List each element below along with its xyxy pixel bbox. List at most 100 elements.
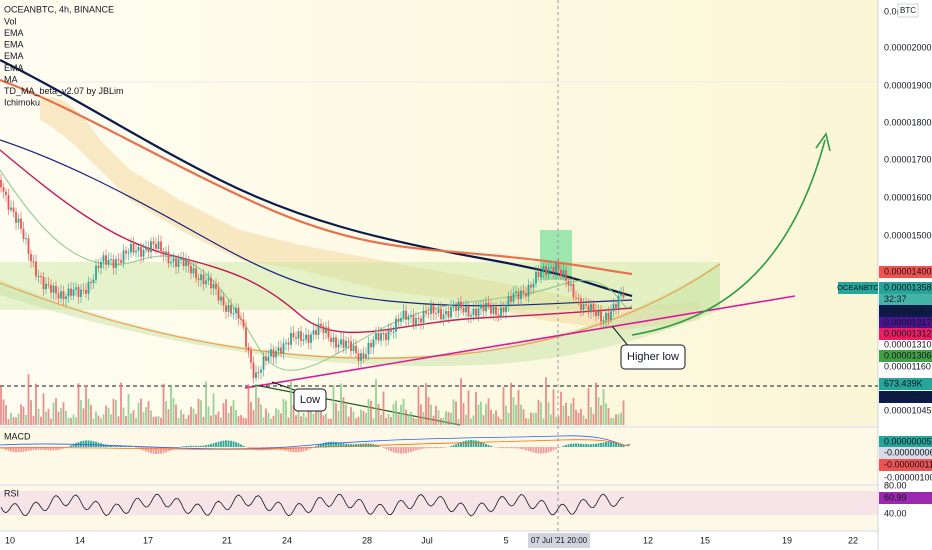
countdown-badge [879,294,932,305]
price-label: -0.00000100 [884,472,932,482]
macd-bar [302,447,305,452]
candle-body [60,291,62,299]
macd-bar [460,442,462,447]
volume-bar [312,413,315,425]
candle-body [300,331,302,341]
macd-bar [487,444,490,447]
volume-bar [302,412,305,425]
volume-bar [192,408,195,425]
price-label: -0.00000011 [884,459,932,469]
volume-bar [175,404,177,425]
macd-bar [222,440,225,447]
candle-body [325,327,327,334]
candle-body [587,305,590,313]
candle-body [340,339,342,345]
annotation-box [293,388,327,412]
volume-bar [27,374,30,425]
macd-bar [342,443,345,447]
candle-body [370,342,372,348]
volume-bar [547,402,550,425]
volume-bar [322,415,325,425]
volume-bar [470,418,472,425]
price-badge [879,282,932,294]
macd-bar [420,447,422,450]
macd-bar [622,444,625,447]
candle-body [507,296,510,306]
macd-bar [115,445,117,447]
volume-bar [85,385,87,425]
volume-bar [102,414,105,425]
countdown: 32:37 [884,294,907,304]
volume-bar [452,399,455,425]
candle-body [360,353,362,361]
volume-bar [30,400,32,425]
candle-body [475,309,477,317]
candle-body [355,345,357,354]
candle-body [505,305,507,313]
price-label: 0.00001900 [884,80,932,90]
macd-bar [405,447,407,454]
volume-bar [532,413,535,425]
volume-bar [300,416,302,425]
candle-body [302,339,305,341]
pane-title: RSI [4,488,19,498]
macd-bar [157,447,160,454]
volume-bar [5,405,7,425]
volume-bar [355,418,357,425]
candle-body [555,263,557,273]
volume-bar [562,405,565,425]
macd-bar [197,445,200,447]
candle-body [232,313,235,315]
candle-body [307,334,310,343]
volume-bar [37,408,40,425]
candle-body [110,259,112,261]
candle-body [462,308,465,313]
volume-bar [215,414,217,425]
volume-bar [305,417,307,425]
macd-bar [382,447,385,448]
volume-bar [590,407,592,425]
price-badge [879,459,932,471]
candle-body [35,261,37,277]
macd-bar [607,441,610,447]
candle-body [17,218,20,223]
volume-bar [435,405,437,425]
candle-body [215,284,217,289]
volume-bar [45,411,47,425]
candle-body [270,349,272,357]
macd-bar [600,442,602,447]
candle-body [385,333,387,341]
macd-bar [532,447,535,453]
volume-bar [595,382,597,425]
price-badge [879,436,932,448]
macd-bar [520,447,522,450]
macd-bar [230,440,232,447]
indicator-label: EMA [4,40,24,50]
price-label: 0.00001317 [884,317,932,327]
volume-bar [567,416,570,425]
candle-body [585,304,587,306]
price-label: 60.99 [884,492,907,502]
price-label: 0.00001045 [884,405,932,415]
macd-bar [10,447,12,452]
candle-body [112,259,115,268]
volume-bar [412,417,415,425]
macd-bar [307,447,310,450]
candle-body [387,329,390,341]
macd-bar [200,445,202,447]
candle-body [65,296,67,300]
date-label: 21 [222,535,232,545]
volume-bar [490,409,492,425]
volume-bar [535,412,537,425]
volume-bar [450,412,452,425]
candle-body [610,311,612,320]
macd-bar [590,444,592,447]
candle-body [282,343,285,354]
volume-bar [315,405,317,425]
macd-bar [207,444,210,447]
candle-body [362,353,365,358]
candle-body [597,311,600,316]
macd-bar [397,447,400,454]
macd-bar [442,447,445,448]
